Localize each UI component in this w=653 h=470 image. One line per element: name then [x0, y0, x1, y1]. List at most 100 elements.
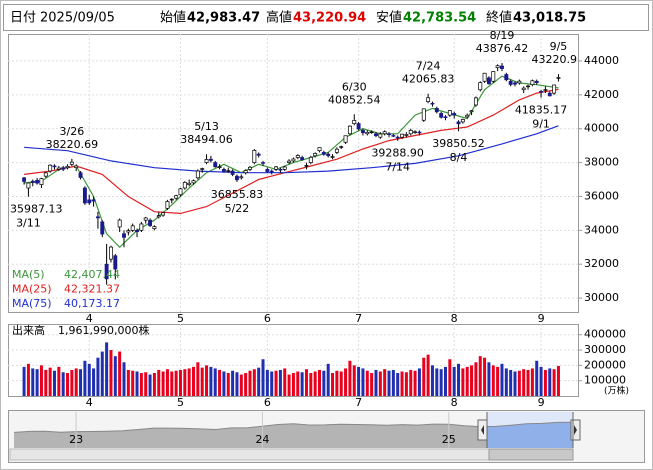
volume-bar [465, 366, 469, 396]
y-tick-label: 100000 [584, 374, 626, 387]
candle-body [313, 153, 318, 157]
volume-bar [235, 372, 239, 396]
volume-bar [439, 369, 443, 396]
volume-bar [517, 370, 521, 396]
y-tick-label: 40000 [584, 122, 619, 135]
annotation-value: 43876.42 [476, 42, 529, 55]
candle-body [543, 89, 548, 91]
candle-body [261, 162, 265, 164]
volume-bar [178, 369, 182, 396]
volume-bar [543, 369, 547, 396]
volume-bar [196, 362, 200, 396]
candle-body [391, 135, 396, 137]
candle-body [556, 77, 561, 79]
volume-bar [126, 369, 130, 396]
candle-body [504, 74, 509, 81]
candle-body [395, 136, 400, 139]
volume-bar [417, 368, 421, 396]
volume-bar [222, 371, 226, 396]
candle-body [400, 133, 404, 138]
annotation-value: 42065.83 [402, 73, 455, 86]
candle-body [95, 216, 100, 219]
volume-bar [148, 374, 152, 396]
volume-bar [26, 363, 30, 396]
volume-bar [187, 368, 191, 396]
x-tick-label: 6 [264, 312, 271, 325]
header-label: 安値 [376, 10, 402, 26]
x-tick-label: 8 [451, 396, 458, 409]
volume-bar [313, 371, 317, 396]
volume-bar [48, 367, 52, 396]
volume-bar [70, 369, 74, 396]
volume-bar [252, 369, 256, 396]
volume-bar [52, 370, 56, 396]
volume-bar [361, 368, 365, 396]
candle-body [39, 178, 44, 185]
volume-bar [530, 368, 534, 396]
x-tick-label: 24 [255, 433, 269, 446]
candle-body [452, 113, 457, 116]
candle-body [226, 170, 231, 172]
handle-arrow [481, 425, 484, 435]
volume-bar [270, 371, 274, 396]
candle-body [491, 71, 496, 82]
volume-bar [443, 366, 447, 396]
candle-body [169, 198, 174, 201]
candle-body [22, 177, 27, 182]
candle-body [539, 91, 544, 93]
volume-bar [435, 368, 439, 396]
x-tick-label: 9 [538, 312, 545, 325]
plot-layer: 始値 42,983.47 高値 43,220.94 安値 42,783.54 終値 43,01… [8, 10, 629, 461]
candle-body [321, 152, 326, 155]
annotation-date: 3/26 [60, 125, 85, 138]
candle-body [465, 114, 470, 118]
volume-bar [231, 370, 235, 396]
y-tick-label: 200000 [584, 358, 626, 371]
volume-bar [261, 359, 265, 396]
candle-body [152, 226, 157, 230]
annotation-value: 36855.83 [211, 188, 264, 201]
volume-bar [109, 350, 113, 396]
header-label: 高値 [266, 10, 292, 26]
volume-bar [161, 371, 165, 396]
candle-body [87, 199, 92, 204]
volume-bar [183, 369, 187, 396]
legend-label: MA(75) [12, 297, 52, 310]
annotation-value: 38494.06 [180, 133, 233, 146]
x-tick-label: 7 [355, 396, 362, 409]
candle-body [235, 175, 239, 181]
ma-line [24, 125, 559, 174]
volume-bar [157, 369, 161, 396]
candle-body [56, 167, 61, 170]
volume-bar [409, 369, 413, 396]
candle-body [365, 131, 370, 135]
candle-body [417, 131, 422, 134]
volume-bar [448, 359, 452, 396]
scrollbar-thumb[interactable] [488, 448, 574, 461]
x-tick-label: 8 [451, 312, 458, 325]
y-tick-label: 42000 [584, 88, 619, 101]
volume-bar [344, 368, 348, 396]
candle-body [43, 172, 48, 177]
candle-body [174, 195, 179, 199]
candle-body [330, 156, 335, 158]
header-box [3, 4, 649, 31]
volume-bar [165, 369, 169, 396]
volume-bar [387, 370, 391, 396]
volume-bar [170, 371, 174, 396]
volume-bar [291, 373, 295, 396]
volume-bar [83, 360, 87, 396]
annotation-date: 7/24 [416, 60, 441, 73]
candle-body [369, 131, 374, 134]
volume-bar [79, 369, 83, 396]
volume-bar [413, 370, 417, 396]
annotation-value: 40852.54 [328, 93, 381, 106]
candle-body [213, 162, 218, 168]
volume-bar [278, 369, 282, 396]
date-label: 日付 [10, 11, 36, 26]
volume-bar [135, 371, 139, 396]
volume-bar [500, 363, 504, 396]
legend-value: 42,407.44 [64, 268, 120, 281]
volume-bar [122, 362, 126, 396]
